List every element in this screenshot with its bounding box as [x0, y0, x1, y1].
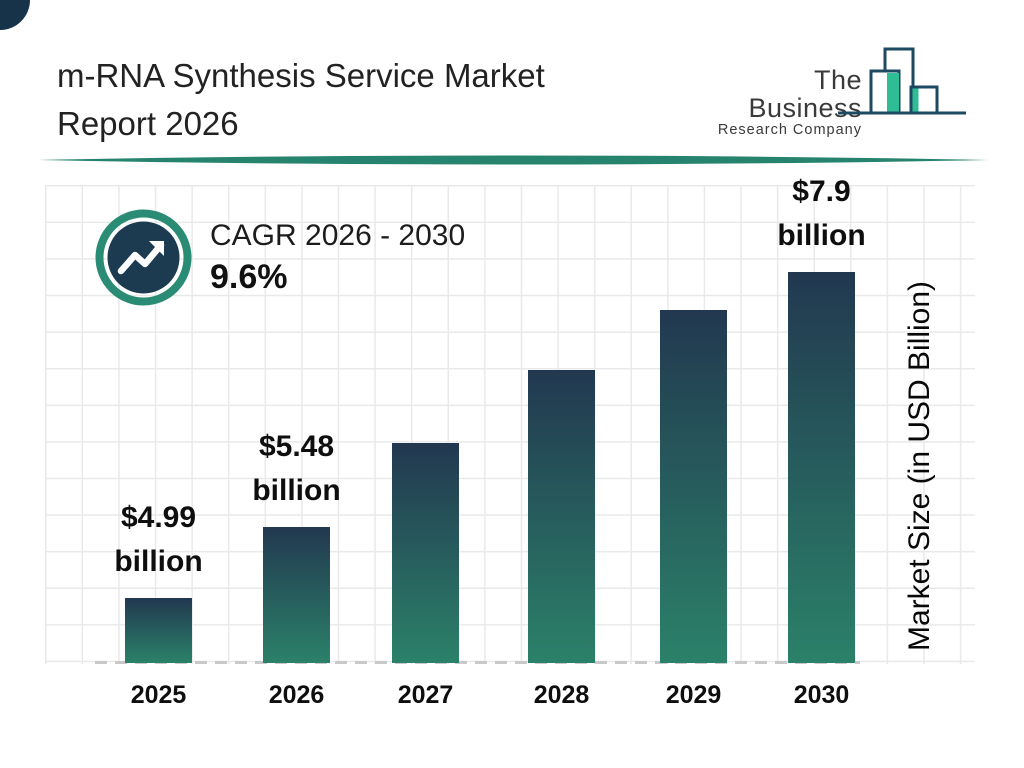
bar-value-label-2026: $5.48 billion [252, 430, 341, 507]
y-axis-label: Market Size (in USD Billion) [903, 280, 936, 652]
cagr-texts: CAGR 2026 - 2030 9.6% [210, 217, 465, 299]
bar-2029 [660, 310, 727, 663]
cagr-value: 9.6% [210, 258, 288, 296]
page-title-line2: Report 2026 [57, 105, 239, 142]
bar-2030 [788, 272, 855, 663]
x-tick-2025: 2025 [130, 681, 187, 709]
logo-text: The Business Research Company [700, 66, 862, 138]
logo-subname: Research Company [717, 122, 862, 138]
page-title: m-RNA Synthesis Service Market Report 20… [57, 52, 697, 148]
x-tick-2028: 2028 [533, 681, 590, 709]
bar-2026 [263, 527, 330, 663]
page-title-line1: m-RNA Synthesis Service Market [57, 57, 545, 94]
x-tick-2030: 2030 [793, 681, 850, 709]
company-logo: The Business Research Company [700, 42, 970, 138]
bar-2027 [392, 443, 459, 663]
separator-swoosh [38, 155, 988, 165]
cagr-label: CAGR 2026 - 2030 [210, 219, 466, 252]
x-tick-2026: 2026 [268, 681, 325, 709]
bar-value-label-2030: $7.9 billion [777, 175, 866, 252]
bar-value-label-2025: $4.99 billion [114, 501, 203, 578]
x-tick-2029: 2029 [665, 681, 722, 709]
logo-name: The Business [748, 65, 862, 123]
x-tick-2027: 2027 [397, 681, 454, 709]
x-axis-baseline [95, 661, 860, 664]
trend-up-icon [95, 209, 192, 306]
logo-bars-icon [838, 47, 966, 115]
bar-2028 [528, 370, 595, 663]
bar-2025 [125, 598, 192, 663]
